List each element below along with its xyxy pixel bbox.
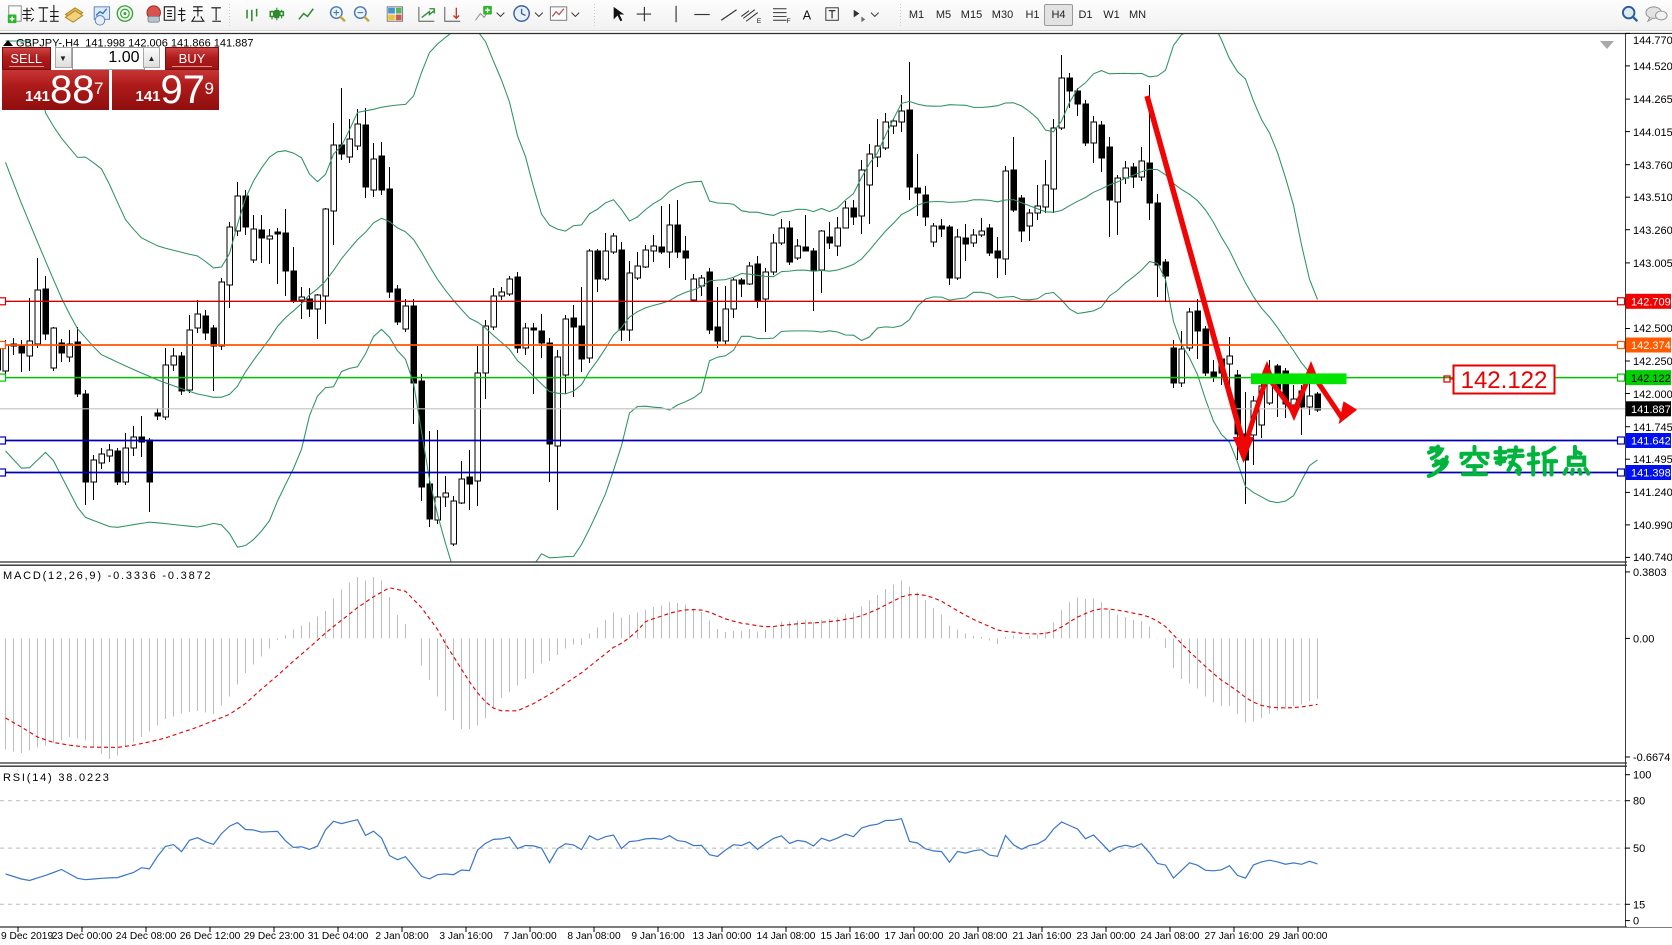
svg-text:13 Jan 00:00: 13 Jan 00:00: [693, 931, 752, 942]
svg-text:9 Dec 2019: 9 Dec 2019: [1, 931, 53, 942]
svg-text:143.510: 143.510: [1633, 192, 1672, 204]
svg-text:0.3803: 0.3803: [1633, 567, 1667, 579]
svg-text:26 Dec 12:00: 26 Dec 12:00: [180, 931, 241, 942]
svg-text:8 Jan 08:00: 8 Jan 08:00: [567, 931, 621, 942]
svg-text:142.000: 142.000: [1633, 389, 1672, 401]
svg-text:RSI(14) 38.0223: RSI(14) 38.0223: [3, 772, 111, 784]
svg-text:141.240: 141.240: [1633, 487, 1672, 499]
svg-text:141.495: 141.495: [1633, 454, 1672, 466]
svg-text:142.374: 142.374: [1631, 340, 1671, 352]
svg-text:27 Jan 16:00: 27 Jan 16:00: [1205, 931, 1264, 942]
svg-text:23 Jan 00:00: 23 Jan 00:00: [1077, 931, 1136, 942]
svg-text:29 Dec 23:00: 29 Dec 23:00: [244, 931, 305, 942]
svg-text:142.500: 142.500: [1633, 323, 1672, 335]
svg-text:141.745: 141.745: [1633, 422, 1672, 434]
svg-text:141.887: 141.887: [1631, 404, 1671, 416]
svg-text:0.00: 0.00: [1633, 633, 1654, 645]
svg-text:144.770: 144.770: [1633, 35, 1672, 47]
svg-text:142.709: 142.709: [1631, 297, 1671, 309]
svg-text:E: E: [757, 18, 762, 25]
svg-text:140.990: 140.990: [1633, 520, 1672, 532]
svg-text:15 Jan 16:00: 15 Jan 16:00: [821, 931, 880, 942]
svg-text:143.005: 143.005: [1633, 258, 1672, 270]
svg-text:142.250: 142.250: [1633, 356, 1672, 368]
svg-text:29 Jan 00:00: 29 Jan 00:00: [1269, 931, 1328, 942]
svg-text:144.520: 144.520: [1633, 61, 1672, 73]
svg-text:100: 100: [1633, 770, 1651, 782]
svg-text:20 Jan 08:00: 20 Jan 08:00: [949, 931, 1008, 942]
svg-text:141.642: 141.642: [1631, 436, 1671, 448]
svg-text:142.122: 142.122: [1461, 367, 1548, 394]
svg-text:50: 50: [1633, 843, 1645, 855]
svg-text:3 Jan 16:00: 3 Jan 16:00: [439, 931, 493, 942]
svg-text:-0.6674: -0.6674: [1633, 752, 1670, 764]
svg-text:141.398: 141.398: [1631, 468, 1671, 480]
svg-text:GBPJPY-,H4 141.998 142.006 14: GBPJPY-,H4 141.998 142.006 141.866 141.8…: [16, 38, 254, 50]
svg-text:A: A: [803, 8, 812, 22]
svg-text:143.760: 143.760: [1633, 160, 1672, 172]
svg-text:7 Jan 00:00: 7 Jan 00:00: [503, 931, 557, 942]
svg-text:24 Jan 08:00: 24 Jan 08:00: [1141, 931, 1200, 942]
svg-text:F: F: [786, 18, 790, 25]
svg-text:142.122: 142.122: [1631, 373, 1671, 385]
svg-text:0: 0: [1633, 916, 1639, 928]
svg-text:144.015: 144.015: [1633, 127, 1672, 139]
svg-text:143.260: 143.260: [1633, 225, 1672, 237]
svg-text:14 Jan 08:00: 14 Jan 08:00: [757, 931, 816, 942]
svg-text:140.740: 140.740: [1633, 552, 1672, 564]
svg-text:31 Dec 04:00: 31 Dec 04:00: [308, 931, 369, 942]
svg-text:9 Jan 16:00: 9 Jan 16:00: [631, 931, 685, 942]
svg-text:144.265: 144.265: [1633, 94, 1672, 106]
svg-text:MACD(12,26,9) -0.3336 -0.3872: MACD(12,26,9) -0.3336 -0.3872: [3, 570, 212, 582]
svg-text:17 Jan 00:00: 17 Jan 00:00: [885, 931, 944, 942]
svg-text:15: 15: [1633, 899, 1645, 911]
svg-text:23 Dec 00:00: 23 Dec 00:00: [52, 931, 113, 942]
svg-text:24 Dec 08:00: 24 Dec 08:00: [116, 931, 177, 942]
svg-text:21 Jan 16:00: 21 Jan 16:00: [1013, 931, 1072, 942]
svg-text:2 Jan 08:00: 2 Jan 08:00: [375, 931, 429, 942]
svg-text:80: 80: [1633, 796, 1645, 808]
